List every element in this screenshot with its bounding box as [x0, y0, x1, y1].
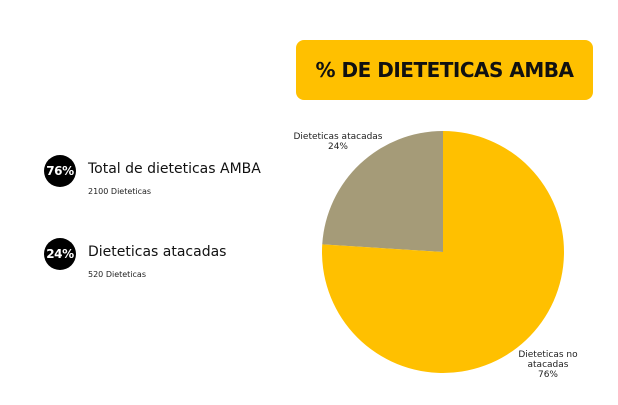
stat-total-subtitle: 2100 Dieteticas: [88, 187, 152, 196]
stat-attacked-subtitle: 520 Dieteticas: [88, 270, 147, 279]
pie-slice-2: [322, 131, 564, 373]
title-banner: % DE DIETETICAS AMBA: [296, 40, 593, 100]
page-title: % DE DIETETICAS AMBA: [315, 58, 574, 82]
stat-total-title: Total de dieteticas AMBA: [88, 161, 261, 177]
stat-total-badge: 76%: [44, 155, 76, 187]
pie-slice-1: [322, 131, 443, 252]
pie-slice-label-2: Dieteticas no atacadas 76%: [518, 350, 578, 380]
stat-attacked-badge: 24%: [44, 238, 76, 270]
pie-slice-label-1: Dieteticas atacadas 24%: [293, 132, 382, 152]
stat-attacked-title: Dieteticas atacadas: [88, 244, 227, 260]
